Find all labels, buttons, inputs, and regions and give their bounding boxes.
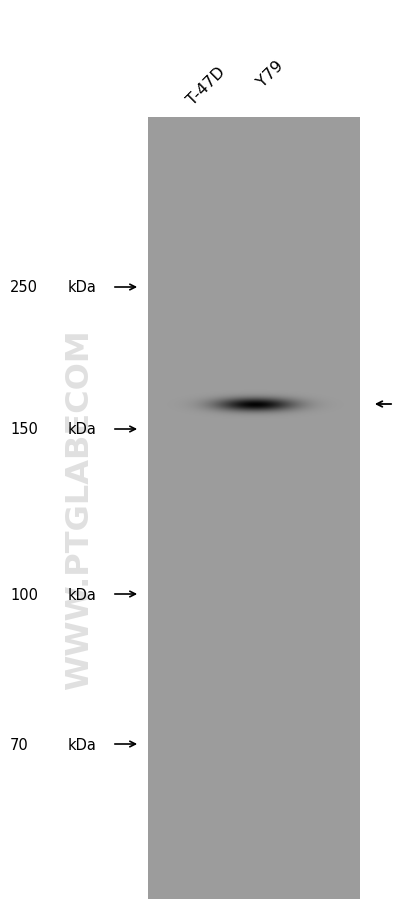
Text: kDa: kDa: [68, 587, 97, 602]
Text: kDa: kDa: [68, 281, 97, 295]
Text: 250: 250: [10, 281, 38, 295]
Text: 150: 150: [10, 422, 38, 437]
Text: WWW.PTGLABECOM: WWW.PTGLABECOM: [64, 329, 96, 690]
Text: T-47D: T-47D: [185, 64, 229, 108]
Text: kDa: kDa: [68, 422, 97, 437]
Text: 100: 100: [10, 587, 38, 602]
Text: kDa: kDa: [68, 737, 97, 751]
Text: 70: 70: [10, 737, 29, 751]
Text: Y79: Y79: [255, 58, 287, 90]
